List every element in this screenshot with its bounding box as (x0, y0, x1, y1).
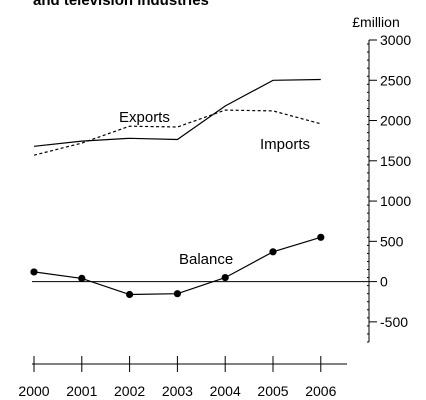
series-layer (30, 78, 325, 299)
y-tick-label: 2500 (380, 72, 411, 88)
x-tick-label: 2002 (114, 383, 145, 399)
y-tick-label: 1000 (380, 193, 411, 209)
x-tick-label: 2000 (18, 383, 49, 399)
y-tick-label: 1500 (380, 153, 411, 169)
x-tick-label: 2001 (66, 383, 97, 399)
x-axis: 2000 2001 2002 2003 2004 2005 2006 (18, 356, 347, 399)
balance-point (126, 290, 134, 299)
x-tick-label: 2004 (210, 383, 241, 399)
balance-point (269, 248, 277, 256)
y-tick-label: 3000 (380, 32, 411, 48)
balance-point (173, 290, 181, 298)
balance-point (317, 233, 325, 241)
series-label-imports: Imports (260, 136, 310, 153)
y-tick-label: 2000 (380, 113, 411, 129)
balance-point (78, 274, 86, 282)
x-tick-label: 2005 (257, 383, 288, 399)
balance-line (33, 236, 321, 296)
balance-point (221, 273, 229, 282)
x-tick-label: 2003 (162, 383, 193, 399)
series-label-exports: Exports (119, 109, 170, 126)
chart-title: and television industries (33, 0, 209, 9)
y-tick-label: 0 (380, 274, 388, 290)
exports-line (33, 78, 321, 147)
y-tick-label: -500 (380, 314, 408, 330)
series-labels: Exports Imports Balance (119, 109, 310, 268)
balance-point (30, 268, 38, 276)
y-axis-label: £million (352, 14, 399, 30)
y-axis: 3000 2500 2000 1500 1000 500 0 -500 £million (32, 14, 411, 343)
y-tick-label: 500 (380, 233, 404, 249)
x-tick-label: 2006 (305, 383, 336, 399)
series-label-balance: Balance (179, 251, 233, 268)
